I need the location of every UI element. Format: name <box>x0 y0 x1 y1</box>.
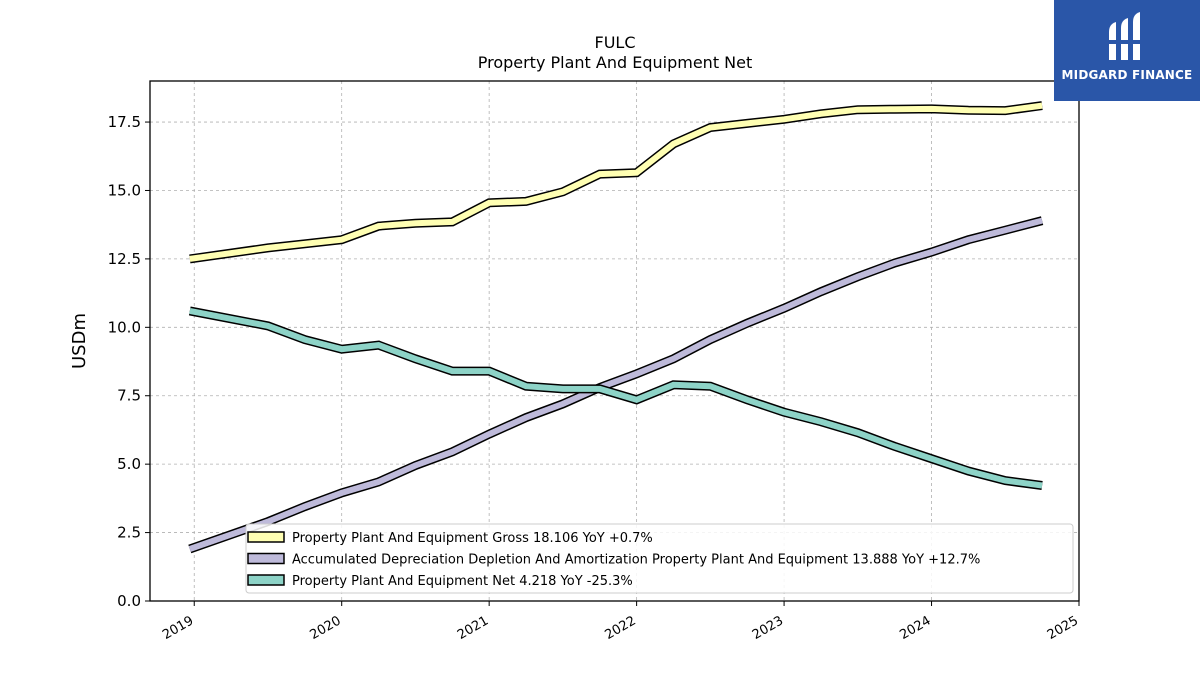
x-tick-label: 2025 <box>1045 613 1081 643</box>
y-tick-label: 17.5 <box>108 113 141 131</box>
brand-mark-icon <box>1107 12 1143 60</box>
x-tick-label: 2023 <box>750 613 786 643</box>
chart-title: FULC <box>595 33 636 52</box>
x-axis: 2019 2020 2021 2022 2023 2024 2025 <box>160 601 1081 643</box>
legend-swatch <box>247 574 285 586</box>
x-tick-label: 2020 <box>308 613 344 643</box>
legend-swatch <box>247 531 285 543</box>
y-tick-label: 7.5 <box>117 387 141 405</box>
brand-name: MIDGARD FINANCE <box>1061 68 1193 82</box>
legend-label: Property Plant And Equipment Gross 18.10… <box>292 531 653 546</box>
x-tick-label: 2019 <box>160 613 196 643</box>
grid <box>150 81 1080 602</box>
y-tick-label: 12.5 <box>108 250 141 268</box>
legend-box <box>245 523 1074 594</box>
y-tick-label: 15.0 <box>108 181 141 199</box>
y-tick-label: 0.0 <box>117 592 141 610</box>
y-tick-label: 2.5 <box>117 524 141 542</box>
y-axis: 0.0 2.5 5.0 7.5 10.0 12.5 15.0 17.5 <box>108 113 150 610</box>
series-layer <box>188 101 1044 554</box>
x-tick-label: 2024 <box>897 613 933 643</box>
y-tick-label: 10.0 <box>108 318 141 336</box>
y-tick-label: 5.0 <box>117 455 141 473</box>
chart-subtitle: Property Plant And Equipment Net <box>478 53 753 72</box>
legend: Property Plant And Equipment Gross 18.10… <box>245 523 1074 594</box>
legend-label: Accumulated Depreciation Depletion And A… <box>292 553 980 568</box>
series-line-3 <box>189 307 1043 489</box>
series-outline-3 <box>188 306 1043 490</box>
series-line-2 <box>188 217 1043 552</box>
x-tick-label: 2021 <box>455 613 491 643</box>
series-line-1 <box>189 102 1043 262</box>
legend-swatch <box>247 552 285 565</box>
series-outline-1 <box>189 101 1043 264</box>
y-axis-label: USDm <box>69 313 90 369</box>
brand-logo: MIDGARD FINANCE <box>1054 0 1200 101</box>
legend-label: Property Plant And Equipment Net 4.218 Y… <box>292 574 633 589</box>
plot-frame <box>149 80 1080 602</box>
x-tick-label: 2022 <box>602 613 638 643</box>
